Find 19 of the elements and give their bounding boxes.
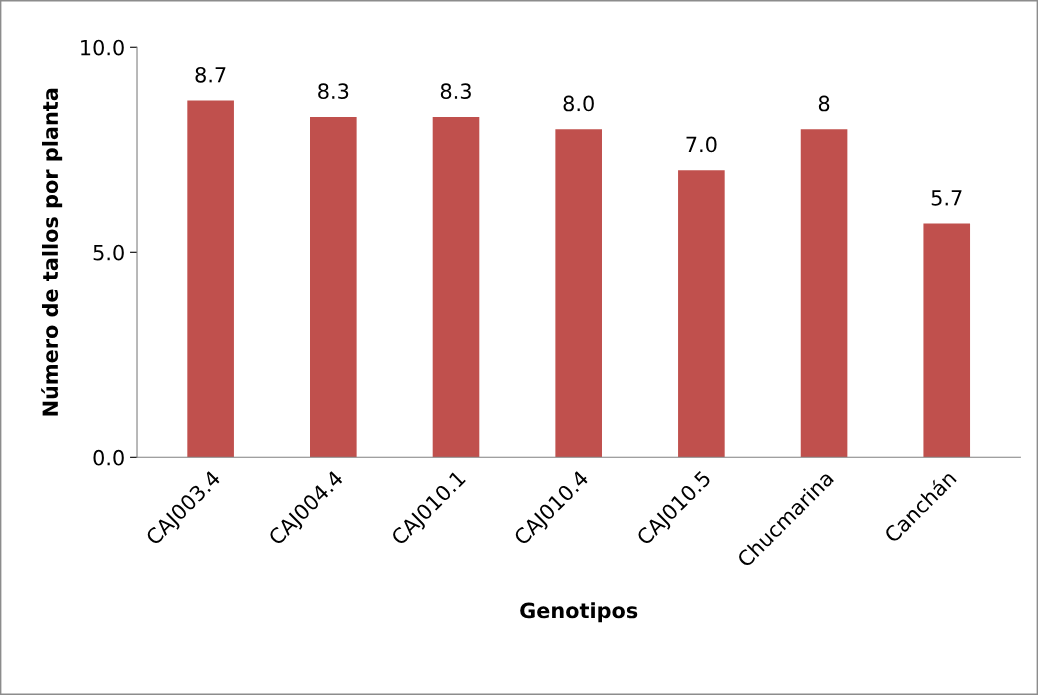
bar: [923, 223, 971, 458]
data-label: 8.3: [440, 83, 471, 100]
data-label: 8: [818, 95, 830, 112]
data-label: 7.0: [686, 136, 717, 153]
bar: [310, 116, 357, 458]
bar: [432, 116, 480, 458]
bar: [800, 129, 848, 458]
y-tick-label: 5.0: [93, 244, 124, 261]
bar: [555, 129, 602, 458]
y-tick-label: 0.0: [93, 449, 124, 466]
data-label: 8.3: [318, 83, 349, 100]
data-label: 8.7: [195, 66, 226, 83]
y-tick-label: 10.0: [81, 39, 124, 56]
y-axis-title: Número de tallos por planta: [41, 88, 63, 416]
x-axis-title: Genotipos: [520, 602, 638, 623]
bar: [187, 100, 234, 458]
data-label: 5.7: [931, 190, 962, 206]
data-label: 8.0: [563, 95, 594, 112]
bar: [678, 170, 725, 458]
